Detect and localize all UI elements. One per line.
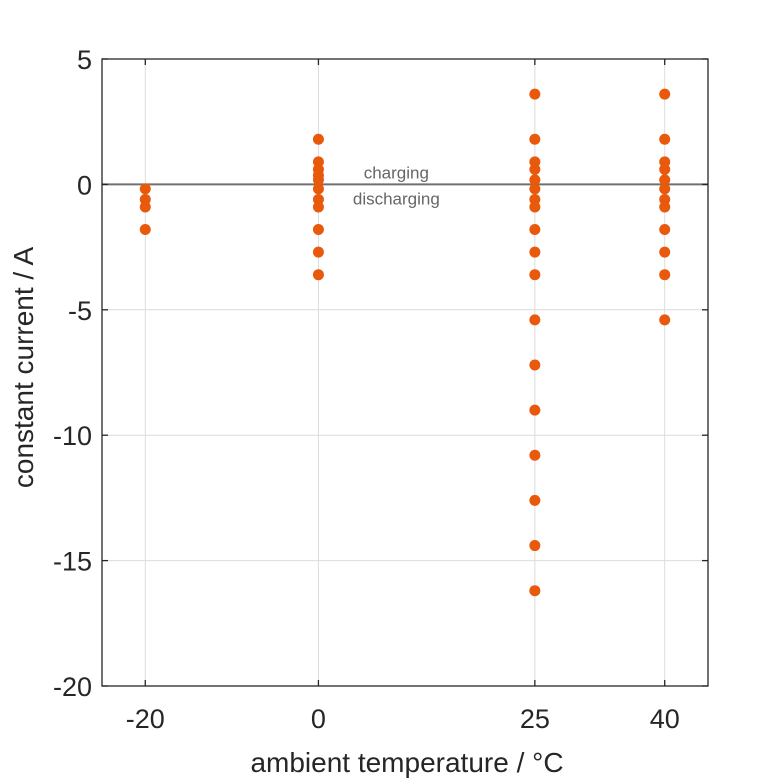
y-tick-labels: 5 0 -5 -10 -15 -20 xyxy=(53,45,92,702)
data-point xyxy=(529,201,541,213)
data-point xyxy=(659,156,671,168)
data-point xyxy=(529,585,541,597)
x-tick-label: 40 xyxy=(650,704,680,734)
data-point xyxy=(529,449,541,461)
data-point xyxy=(659,246,671,258)
data-point xyxy=(529,156,541,168)
data-point xyxy=(312,224,324,236)
data-point xyxy=(529,269,541,281)
data-point xyxy=(529,494,541,506)
data-point xyxy=(312,193,324,205)
data-point xyxy=(312,174,324,186)
x-tick-label: -20 xyxy=(126,704,165,734)
data-point xyxy=(312,133,324,145)
data-point xyxy=(659,193,671,205)
annotation-discharging: discharging xyxy=(353,189,440,208)
data-point xyxy=(139,183,151,195)
y-tick-label: -15 xyxy=(53,547,92,577)
data-point xyxy=(312,269,324,281)
data-point xyxy=(529,359,541,371)
data-point xyxy=(659,174,671,186)
data-point xyxy=(529,314,541,326)
y-axis-label: constant current / A xyxy=(8,247,39,489)
data-point xyxy=(139,224,151,236)
data-point xyxy=(659,133,671,145)
axis-ticks xyxy=(102,58,708,687)
data-point xyxy=(529,540,541,552)
data-point xyxy=(529,133,541,145)
y-tick-label: 5 xyxy=(77,45,92,75)
data-point xyxy=(139,193,151,205)
annotation-charging: charging xyxy=(364,163,429,182)
grid-lines xyxy=(102,59,708,686)
data-point xyxy=(659,314,671,326)
data-point xyxy=(529,88,541,100)
plot-frame xyxy=(101,58,709,687)
data-point xyxy=(139,201,151,213)
data-point xyxy=(529,183,541,195)
data-point xyxy=(659,201,671,213)
x-tick-labels: -20 0 25 40 xyxy=(126,704,680,734)
data-point xyxy=(529,224,541,236)
y-tick-label: -10 xyxy=(53,421,92,451)
data-point xyxy=(529,404,541,416)
data-point xyxy=(312,183,324,195)
data-point xyxy=(659,224,671,236)
data-point xyxy=(529,174,541,186)
data-point xyxy=(529,193,541,205)
data-points xyxy=(139,88,671,597)
y-tick-label: -20 xyxy=(53,672,92,702)
y-tick-label: 0 xyxy=(77,170,92,200)
data-point xyxy=(529,246,541,258)
x-axis-label: ambient temperature / °C xyxy=(250,747,563,778)
data-point xyxy=(529,163,541,175)
data-point xyxy=(659,269,671,281)
data-point xyxy=(312,246,324,258)
data-point xyxy=(659,88,671,100)
data-point xyxy=(659,163,671,175)
x-tick-label: 25 xyxy=(520,704,550,734)
data-point xyxy=(312,201,324,213)
y-tick-label: -5 xyxy=(68,296,92,326)
data-point xyxy=(659,183,671,195)
data-point xyxy=(312,156,324,168)
x-tick-label: 0 xyxy=(311,704,326,734)
